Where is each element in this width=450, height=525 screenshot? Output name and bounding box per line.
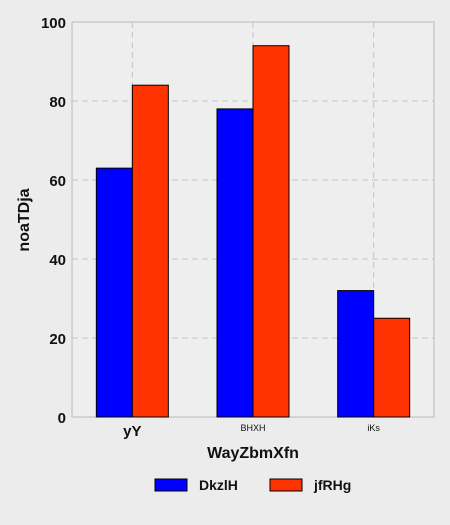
- y-tick-label: 0: [58, 410, 66, 427]
- legend-swatch: [154, 478, 188, 492]
- x-tick-label: yY: [123, 423, 141, 440]
- x-tick-label: iKs: [367, 423, 380, 433]
- legend-label: jfRHg: [313, 477, 351, 493]
- x-tick-labels: yY BHXH iKs: [123, 423, 380, 440]
- y-tick-label: 60: [49, 173, 66, 190]
- y-tick-label: 100: [41, 15, 66, 32]
- y-tick-labels: 0 20 40 60 80 100: [41, 15, 66, 427]
- x-axis-title: WayZbmXfn: [207, 445, 299, 462]
- legend-swatch: [269, 478, 303, 492]
- y-axis-title: noaTDja: [16, 188, 33, 251]
- y-tick-label: 80: [49, 94, 66, 111]
- bars: [95, 45, 411, 418]
- legend-label: DkzlH: [199, 477, 238, 493]
- x-tick-label: BHXH: [240, 423, 265, 433]
- legend: DkzlH jfRHg: [154, 477, 351, 493]
- bar-DkzlH-iKs: [337, 290, 375, 418]
- bar-jfRHg-yY: [131, 84, 169, 418]
- bar-DkzlH-BHXH: [216, 108, 254, 418]
- y-tick-label: 20: [49, 331, 66, 348]
- bar-DkzlH-yY: [95, 167, 133, 418]
- y-tick-label: 40: [49, 252, 66, 269]
- bar-jfRHg-iKs: [373, 317, 411, 418]
- bar-jfRHg-BHXH: [252, 45, 290, 418]
